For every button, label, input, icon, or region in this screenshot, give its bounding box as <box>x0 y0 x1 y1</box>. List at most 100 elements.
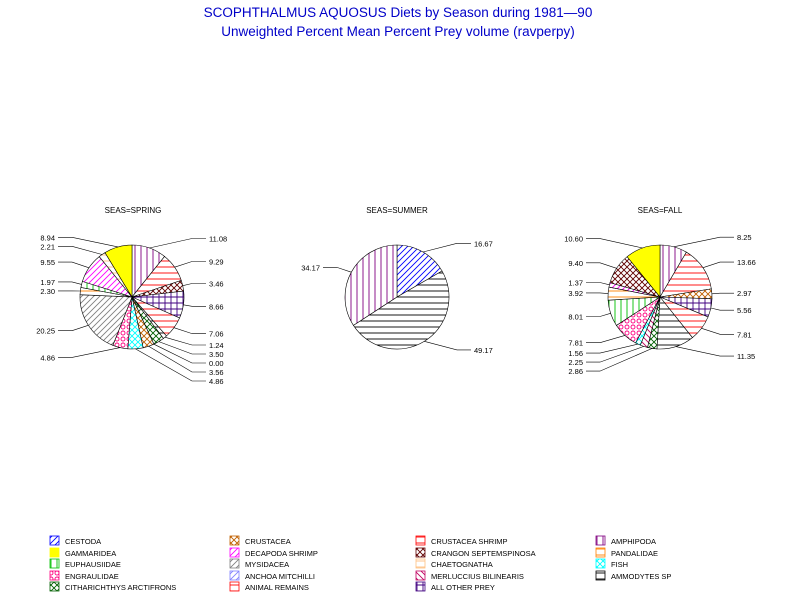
pie-value-label: 2.86 <box>568 367 583 376</box>
pie-value-label: 11.35 <box>737 352 755 361</box>
pie-value-label: 2.97 <box>737 289 752 298</box>
legend-label: CITHARICHTHYS ARCTIFRONS <box>65 583 176 592</box>
legend-item-merluccius: MERLUCCIUS BILINEARIS <box>416 571 524 581</box>
pie-title: SEAS=FALL <box>638 206 683 215</box>
leader-line <box>423 243 471 252</box>
pie-value-label: 34.17 <box>301 263 320 272</box>
leader-line <box>175 262 206 268</box>
legend-swatch <box>230 536 239 545</box>
leader-line <box>58 262 89 268</box>
legend-item-cestoda: CESTODA <box>50 536 101 546</box>
pie-value-label: 5.56 <box>737 306 752 315</box>
legend-label: CESTODA <box>65 537 101 546</box>
legend-swatch <box>596 571 605 580</box>
pie-value-label: 9.55 <box>40 258 55 267</box>
pie-chart-0: SEAS=SPRING11.089.293.468.667.061.243.50… <box>36 206 227 386</box>
legend-swatch <box>50 582 59 591</box>
pie-value-label: 7.81 <box>737 330 752 339</box>
pie-value-label: 4.86 <box>209 377 224 386</box>
legend-item-amphipoda: AMPHIPODA <box>596 536 656 546</box>
pie-value-label: 8.25 <box>737 233 752 242</box>
pie-value-label: 4.86 <box>40 353 55 362</box>
leader-line <box>586 346 644 362</box>
leader-line <box>323 267 351 272</box>
leader-line <box>703 262 734 268</box>
pie-title: SEAS=SUMMER <box>366 206 428 215</box>
leader-line <box>586 313 611 316</box>
legend-item-engraulidae: ENGRAULIDAE <box>50 571 119 581</box>
pie-value-label: 11.08 <box>209 235 227 244</box>
leader-line <box>159 342 206 354</box>
legend-swatch <box>50 571 59 580</box>
pie-value-label: 1.37 <box>568 279 583 288</box>
leader-line <box>165 337 206 345</box>
legend-label: PANDALIDAE <box>611 549 658 558</box>
legend-swatch <box>50 559 59 568</box>
legend-swatch <box>596 548 605 557</box>
chart-title: SCOPHTHALMUS AQUOSUS Diets by Season dur… <box>204 5 593 20</box>
leader-line <box>676 347 734 357</box>
pie-value-label: 3.56 <box>209 368 224 377</box>
pie-value-label: 7.81 <box>568 339 583 348</box>
legend-swatch <box>416 548 425 557</box>
leader-line <box>174 328 206 334</box>
legend-item-crus_shrimp: CRUSTACEA SHRIMP <box>416 536 508 546</box>
leader-line <box>586 293 608 294</box>
legend-label: AMPHIPODA <box>611 537 656 546</box>
pie-value-label: 10.60 <box>564 235 583 244</box>
legend-item-other_prey: ALL OTHER PREY <box>416 582 495 592</box>
legend-item-pandalidae: PANDALIDAE <box>596 548 658 558</box>
pie-value-label: 9.40 <box>568 259 583 268</box>
legend-label: CHAETOGNATHA <box>431 560 493 569</box>
legend-label: ALL OTHER PREY <box>431 583 495 592</box>
pie-chart-2: SEAS=FALL8.2513.662.975.567.8111.3510.60… <box>564 206 756 376</box>
chart-subtitle: Unweighted Percent Mean Percent Prey vol… <box>221 24 574 39</box>
pie-value-label: 16.67 <box>474 239 493 248</box>
legend-item-anchoa: ANCHOA MITCHILLI <box>230 571 315 581</box>
legend-swatch <box>230 559 239 568</box>
legend-item-animal_remains: ANIMAL REMAINS <box>230 582 309 592</box>
legend-swatch <box>230 571 239 580</box>
legend-label: FISH <box>611 560 628 569</box>
leader-line <box>183 284 206 286</box>
legend-item-citharichthys: CITHARICHTHYS ARCTIFRONS <box>50 582 176 592</box>
leader-line <box>674 237 734 247</box>
legend-item-fish: FISH <box>596 559 628 569</box>
legend-item-crangon: CRANGON SEPTEMSPINOSA <box>416 548 536 558</box>
pie-value-label: 20.25 <box>36 327 55 336</box>
legend-label: ANIMAL REMAINS <box>245 583 309 592</box>
legend-item-ammodytes: AMMODYTES SP <box>596 571 671 581</box>
leader-line <box>711 308 734 310</box>
legend-label: ANCHOA MITCHILLI <box>245 572 315 581</box>
pie-value-label: 2.25 <box>568 358 583 367</box>
pie-value-label: 3.92 <box>568 289 583 298</box>
legend-swatch <box>596 536 605 545</box>
legend-item-decapoda: DECAPODA SHRIMP <box>230 548 318 558</box>
pie-value-label: 8.66 <box>209 302 224 311</box>
legend-swatch <box>596 559 605 568</box>
legend-item-gammaridea: GAMMARIDEA <box>50 548 116 558</box>
pie-value-label: 1.24 <box>209 341 224 350</box>
leader-line <box>58 348 120 358</box>
pie-value-label: 1.56 <box>568 349 583 358</box>
legend-label: MYSIDACEA <box>245 560 289 569</box>
legend-swatch <box>230 582 239 591</box>
pie-value-label: 8.94 <box>40 233 55 242</box>
leader-line <box>586 344 638 353</box>
legend-label: GAMMARIDEA <box>65 549 116 558</box>
legend-label: CRUSTACEA SHRIMP <box>431 537 508 546</box>
legend-item-euphausiidae: EUPHAUSIIDAE <box>50 559 121 569</box>
legend-label: MERLUCCIUS BILINEARIS <box>431 572 524 581</box>
leader-line <box>424 341 471 350</box>
leader-line <box>58 282 82 285</box>
leader-line <box>149 239 206 249</box>
legend-swatch <box>416 559 425 568</box>
leader-line <box>586 283 609 285</box>
leader-line <box>586 335 625 342</box>
legend-label: DECAPODA SHRIMP <box>245 549 318 558</box>
leader-line <box>586 348 652 371</box>
leader-line <box>154 344 206 363</box>
